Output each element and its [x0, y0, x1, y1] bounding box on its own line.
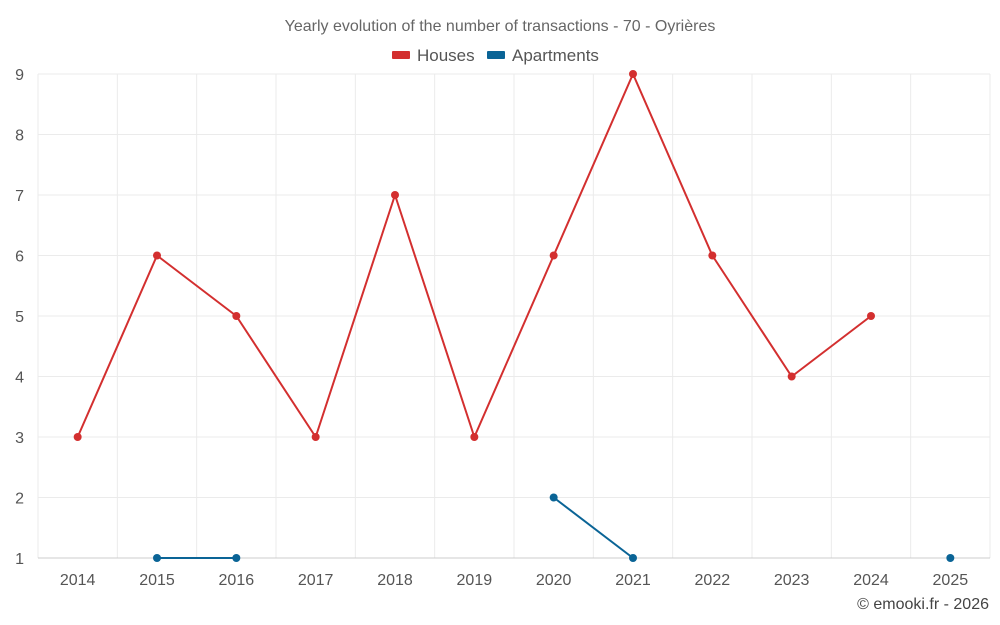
y-tick-label: 4 — [15, 370, 24, 387]
y-tick-label: 5 — [15, 309, 24, 326]
y-tick-label: 8 — [15, 128, 24, 145]
x-tick-label: 2021 — [615, 572, 651, 589]
y-tick-label: 9 — [15, 67, 24, 84]
y-tick-label: 3 — [15, 430, 24, 447]
x-tick-label: 2016 — [219, 572, 255, 589]
x-tick-label: 2023 — [774, 572, 810, 589]
x-tick-label: 2015 — [139, 572, 175, 589]
legend-item-apartments[interactable]: Apartments — [487, 46, 599, 65]
data-point-apartments[interactable] — [232, 554, 241, 562]
data-point-apartments[interactable] — [946, 554, 955, 562]
x-tick-label: 2020 — [536, 572, 572, 589]
x-axis: 2014 2015 2016 2017 2018 2019 2020 2021 2022 2023… — [38, 557, 990, 589]
legend-swatch-apartments — [487, 51, 505, 59]
legend: Houses Apartments — [392, 46, 599, 65]
series-houses — [73, 70, 875, 441]
x-tick-label: 2024 — [853, 572, 889, 589]
y-axis: 1 2 3 4 5 6 7 8 9 — [15, 67, 24, 568]
y-tick-label: 1 — [15, 551, 24, 568]
data-point-houses[interactable] — [73, 433, 82, 441]
x-tick-label: 2017 — [298, 572, 334, 589]
data-point-houses[interactable] — [549, 251, 558, 260]
data-point-houses[interactable] — [708, 251, 717, 260]
data-point-houses[interactable] — [867, 312, 875, 320]
data-point-apartments[interactable] — [629, 554, 637, 562]
series-line-apartments — [553, 496, 634, 559]
data-point-houses[interactable] — [232, 312, 241, 320]
y-tick-label: 6 — [15, 249, 24, 266]
legend-swatch-houses — [392, 51, 410, 59]
legend-label-apartments: Apartments — [512, 46, 599, 65]
data-point-houses[interactable] — [787, 372, 796, 381]
data-point-apartments[interactable] — [549, 493, 558, 502]
data-point-houses[interactable] — [391, 191, 399, 199]
y-tick-label: 2 — [15, 491, 24, 508]
data-point-houses[interactable] — [153, 251, 161, 260]
series — [73, 70, 955, 562]
x-tick-label: 2018 — [377, 572, 413, 589]
x-tick-label: 2014 — [60, 572, 96, 589]
x-tick-label: 2025 — [933, 572, 969, 589]
x-tick-label: 2022 — [695, 572, 731, 589]
series-apartments — [153, 493, 955, 562]
data-point-houses[interactable] — [470, 433, 479, 441]
credit-text: © emooki.fr - 2026 — [857, 596, 989, 613]
legend-item-houses[interactable]: Houses — [392, 46, 475, 65]
data-point-houses[interactable] — [629, 70, 637, 78]
y-tick-label: 7 — [15, 188, 24, 205]
x-tick-label: 2019 — [457, 572, 493, 589]
data-point-apartments[interactable] — [153, 554, 161, 562]
chart-title: Yearly evolution of the number of transa… — [285, 18, 716, 35]
gridlines — [37, 73, 991, 558]
data-point-houses[interactable] — [311, 433, 320, 441]
legend-label-houses: Houses — [417, 46, 475, 65]
